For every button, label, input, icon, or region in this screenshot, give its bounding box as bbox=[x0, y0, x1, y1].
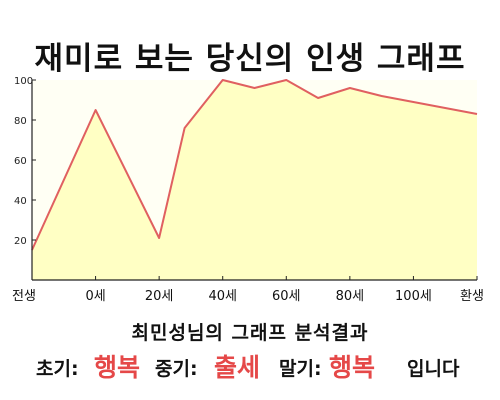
x-tick-label: 40세 bbox=[208, 289, 237, 304]
late-stage-label: 말기: bbox=[279, 358, 322, 380]
x-tick-label: 100세 bbox=[395, 289, 432, 304]
x-tick-label: 20세 bbox=[145, 289, 174, 304]
x-tick-label: 0세 bbox=[85, 289, 105, 304]
y-tick-label: 100 bbox=[14, 76, 33, 87]
y-tick-label: 40 bbox=[14, 196, 27, 207]
y-tick-label: 60 bbox=[14, 156, 27, 167]
x-tick-label: 60세 bbox=[272, 289, 301, 304]
mid-stage-value: 출세 bbox=[214, 353, 261, 382]
result-ending: 입니다 bbox=[407, 358, 460, 380]
analysis-caption: 최민성님의 그래프 분석결과 bbox=[131, 322, 369, 344]
x-tick-label: 전생 bbox=[12, 289, 36, 304]
x-tick-label: 80세 bbox=[336, 289, 365, 304]
mid-stage-label: 중기: bbox=[155, 358, 198, 380]
x-tick-label: 환생 bbox=[460, 289, 484, 304]
y-tick-label: 80 bbox=[14, 116, 27, 127]
early-stage-value: 행복 bbox=[94, 353, 141, 382]
early-stage-label: 초기: bbox=[36, 358, 79, 380]
life-line bbox=[31, 79, 478, 251]
analysis-result: 초기: 행복 중기: 출세 말기: 행복 입니다 bbox=[0, 346, 500, 386]
late-stage-value: 행복 bbox=[329, 353, 376, 382]
y-tick-label: 20 bbox=[14, 236, 27, 247]
life-area-fill bbox=[32, 80, 477, 280]
chart-title: 재미로 보는 당신의 인생 그래프 bbox=[34, 41, 466, 77]
